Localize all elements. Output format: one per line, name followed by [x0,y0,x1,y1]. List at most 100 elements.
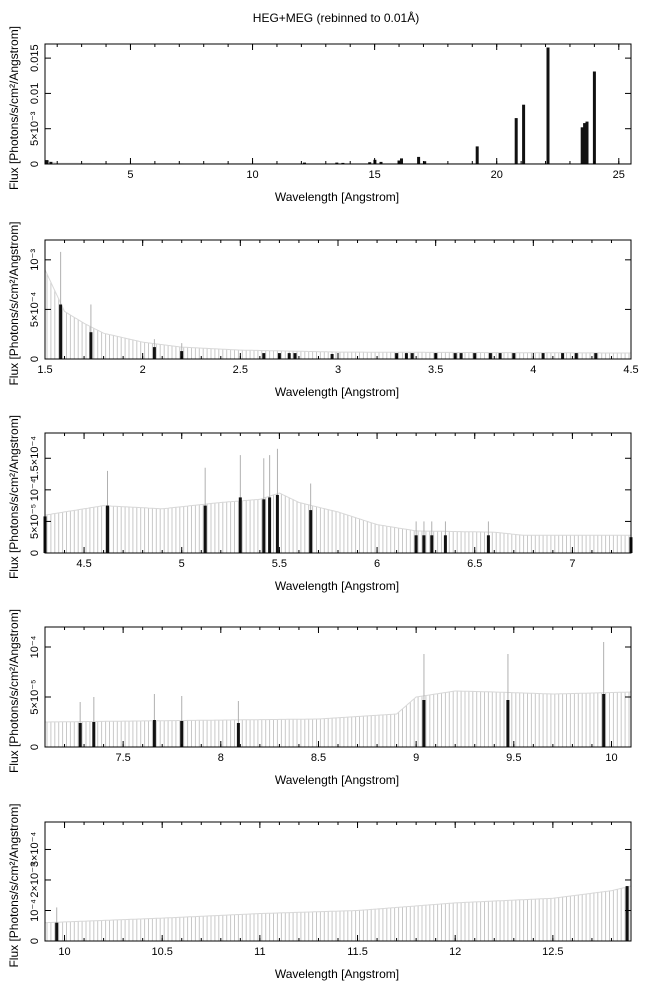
x-tick-label-1: 4.5 [76,558,91,570]
x-tick-label-5: 12 [449,946,461,958]
y-axis-label: Flux [Photons/s/cm²/Angstrom] [7,609,21,773]
x-tick-label-3: 8.5 [311,752,326,764]
y-tick-label-2: 5×10⁻⁵ [29,504,41,539]
x-tick-label-2: 5 [179,558,185,570]
y-tick-label-3: 10⁻⁴ [29,478,41,501]
line-bar-8 [309,510,313,553]
x-tick-label-7: 4.5 [623,364,638,376]
line-bar-18 [583,123,587,164]
line-bar-2 [625,886,629,941]
y-tick-label-1: 0 [29,744,41,750]
line-bar-5 [262,353,266,359]
x-tick-label-1: 10 [58,946,70,958]
x-axis-label: Wavelength [Angstrom] [275,385,399,399]
line-bar-5 [236,723,240,747]
line-bar-23 [594,353,598,359]
line-bar-4 [180,721,184,747]
line-bar-2 [92,722,96,747]
line-bar-6 [368,162,372,164]
x-tick-label-5: 9.5 [506,752,521,764]
y-tick-label-3: 0.01 [29,83,41,104]
line-bar-11 [417,156,421,164]
line-bar-9 [414,535,418,553]
chart-panel-1: 5 10 15 20 25 0 5×10⁻³ 0.01 0.015 Wavelength [Ang… [7,26,632,204]
line-bar-5 [262,499,266,553]
line-bar-3 [303,162,306,164]
chart-panel-4: 7.5 8 8.5 9 9.5 10 0 5×10⁻⁵ 10⁻⁴ Wavelength [Angs… [7,609,632,787]
x-tick-label-4: 9 [413,752,419,764]
line-bar-7 [275,494,279,553]
x-tick-label-6: 10 [605,752,617,764]
continuum-bins [46,493,630,553]
y-tick-label-1: 0 [29,938,41,944]
line-bar-12 [423,161,427,164]
y-tick-label-4: 3×10⁻⁴ [29,832,41,868]
x-axis-label: Wavelength [Angstrom] [275,773,399,787]
x-tick-label-4: 3 [335,364,341,376]
x-tick-label-4: 20 [491,169,503,181]
continuum-bins [46,273,630,359]
line-bar-3 [203,505,207,553]
x-tick-label-5: 25 [613,169,625,181]
line-bar-13 [475,146,479,164]
x-tick-label-3: 2.5 [233,364,248,376]
x-tick-label-3: 11 [254,946,265,958]
line-bar-5 [341,162,345,164]
line-bar-19 [585,121,589,164]
line-bar-1 [55,922,59,941]
chart-panel-5: 10 10.5 11 11.5 12 12.5 0 10⁻⁴2×10⁻⁴3×10⁻⁴ Wavel… [7,803,632,981]
continuum-envelope [44,269,631,354]
y-tick-label-2: 5×10⁻⁵ [29,679,41,714]
line-bar-2 [106,505,109,553]
x-tick-label-2: 10 [246,169,258,181]
line-bar-14 [514,118,518,164]
y-tick-label-4: 1.5×10⁻⁴ [29,436,41,481]
line-bar-8 [602,694,606,747]
continuum-envelope [45,690,632,723]
y-tick-label-3: 2×10⁻⁴ [29,862,41,898]
line-bar-11 [430,535,434,553]
figure-title: HEG+MEG (rebinned to 0.01Å) [253,10,419,25]
line-bar-6 [268,497,272,553]
y-axis-label: Flux [Photons/s/cm²/Angstrom] [7,415,21,579]
x-axis-label: Wavelength [Angstrom] [275,579,399,593]
line-bar-8 [293,353,297,359]
x-tick-label-2: 2 [140,364,146,376]
y-tick-label-1: 0 [29,161,41,167]
line-bar-17 [580,127,584,164]
line-bar-15 [459,353,463,359]
x-tick-label-6: 4 [530,364,536,376]
line-bar-7 [287,353,291,359]
line-bar-22 [574,353,578,359]
y-tick-label-3: 10⁻³ [29,249,41,271]
line-bar-3 [152,347,156,359]
y-axis-label: Flux [Photons/s/cm²/Angstrom] [7,221,21,385]
x-tick-label-5: 3.5 [428,364,443,376]
line-bar-7 [506,700,510,747]
continuum-bins [46,886,630,941]
continuum-envelope [44,885,632,924]
x-tick-label-4: 6 [374,558,380,570]
y-axis-label: Flux [Photons/s/cm²/Angstrom] [7,26,21,190]
line-bar-8 [379,161,383,164]
line-bar-13 [486,535,490,553]
continuum-envelope [44,492,631,536]
line-bar-9 [330,354,334,359]
line-bar-6 [422,700,426,747]
line-bar-20 [592,71,596,164]
line-bar-10 [422,535,426,553]
x-axis-label: Wavelength [Angstrom] [275,190,399,204]
x-tick-label-1: 5 [127,169,133,181]
x-tick-label-3: 15 [369,169,381,181]
x-tick-label-3: 5.5 [272,558,287,570]
x-tick-label-2: 8 [218,752,224,764]
x-tick-label-4: 11.5 [347,946,368,958]
x-tick-label-2: 10.5 [151,946,172,958]
x-tick-label-5: 6.5 [467,558,482,570]
line-bar-10 [400,158,403,164]
line-bar-17 [488,353,492,359]
continuum-bins [46,691,630,747]
plot-frame [44,43,632,165]
y-axis-label: Flux [Photons/s/cm²/Angstrom] [7,803,21,967]
